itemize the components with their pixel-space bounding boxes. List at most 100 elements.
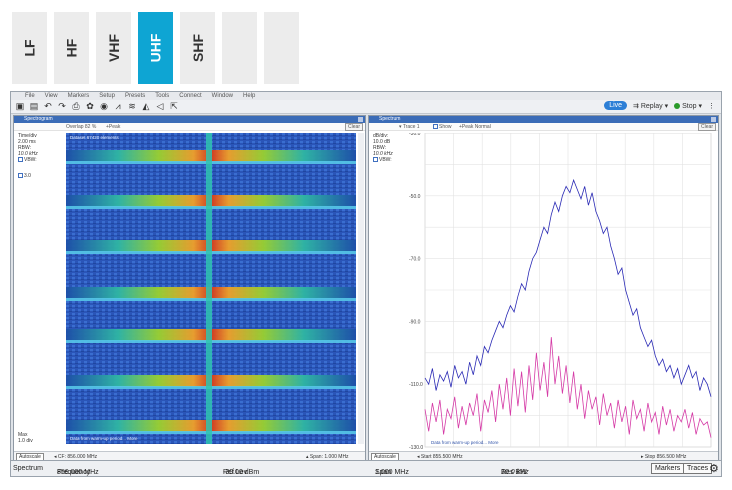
band-tab-vhf[interactable]: VHF [96, 12, 131, 84]
checkbox-icon [373, 157, 378, 163]
span-label: ▴ Span: 1.000 MHz [306, 454, 349, 460]
camera-icon[interactable]: ◉ [100, 101, 108, 111]
band-tab-uhf[interactable]: UHF [138, 12, 173, 84]
spectrogram-plot[interactable]: Dataset 67420 elements Data from warm-up … [66, 133, 356, 444]
span-label: Span [375, 469, 392, 476]
traces-button[interactable]: Traces [683, 463, 713, 474]
band-tab-lf[interactable]: LF [12, 12, 47, 84]
analyzer-window: File View Markers Setup Presets Tools Connect W… [10, 91, 722, 477]
stop-label: Stop [644, 454, 656, 460]
vbw-label: VBW: [379, 157, 392, 163]
settings-icon[interactable]: ✿ [86, 101, 94, 111]
spectrum-subbar: ▾ Trace 1 Show +Peak Normal Clear [369, 123, 718, 131]
series-line-2 [424, 337, 712, 438]
menu-presets[interactable]: Presets [124, 93, 146, 99]
spectrogram-clear-button[interactable]: Clear [345, 123, 363, 131]
status-mode: Spectrum [13, 465, 43, 472]
band-tab-empty-6[interactable] [264, 12, 299, 84]
spectrogram-side-bottom: Max 1.0 div [14, 432, 64, 444]
undo-icon[interactable]: ↶ [44, 101, 52, 111]
y-tick-label: -110.0 [409, 382, 423, 388]
spectrum-overlay-text: Data from warm-up period... More [431, 440, 499, 445]
band-tab-label: UHF [147, 33, 164, 63]
save-icon[interactable]: ▣ [15, 101, 25, 111]
audio-icon[interactable]: ◁ [156, 101, 164, 111]
start-label: Start [420, 454, 432, 460]
show-checkbox[interactable]: Show [433, 124, 452, 130]
playback-controls: Live ⇉ Replay ▾ Stop ▾ ⋮ [604, 101, 715, 110]
live-button[interactable]: Live [604, 101, 628, 110]
spectrum-bottombar: Autoscale ◂ Start 855.500 MHz ▸ Stop 856… [369, 451, 718, 461]
persistence-icon[interactable]: ◭ [142, 101, 150, 111]
spectrum-icon[interactable]: ⩘ [115, 101, 121, 111]
spectrum-clear-button[interactable]: Clear [698, 123, 716, 131]
gear-icon[interactable]: ⚙ [709, 463, 719, 475]
menu-bar: File View Markers Setup Presets Tools Connect W… [11, 92, 721, 100]
print-icon[interactable]: ⎙ [72, 101, 80, 111]
filter-value: 3.0 [24, 173, 31, 179]
replay-icon: ⇉ [633, 102, 641, 110]
y-tick-label: -50.0 [409, 194, 421, 200]
rbw-value[interactable]: 10.0 kHz [373, 151, 393, 157]
cf-label-text: CF: [57, 454, 66, 460]
start-value[interactable]: 855.500 MHz [432, 454, 463, 460]
checkbox-icon [18, 157, 23, 163]
menu-help[interactable]: Help [243, 93, 256, 99]
spectrum-title-text: Spectrum [379, 116, 401, 122]
trace-mode[interactable]: +Peak Normal [459, 124, 491, 130]
export-icon[interactable]: ⇱ [170, 101, 178, 111]
checkbox-icon [433, 124, 438, 130]
stop-button[interactable]: Stop ▾ [674, 102, 702, 110]
spectrogram-overlay-bottom: Data from warm-up period... More [70, 436, 138, 441]
menu-tools[interactable]: Tools [155, 93, 170, 99]
spectrogram-scrollbar[interactable] [358, 133, 364, 444]
markers-button[interactable]: Markers [651, 463, 685, 474]
spectrum-plot[interactable]: -30.0 -50.0 -70.0 -90.0 -110.0 -130.0 Data fro… [375, 133, 715, 451]
menu-window[interactable]: Window [211, 93, 233, 99]
spectrum-title: Spectrum [369, 116, 718, 123]
toolbar: ▣ ▤ ↶ ↷ ⎙ ✿ ◉ ⩘ ≋ ◭ ◁ ⇱ Live ⇉ Replay ▾ Stop ▾ ⋮ [11, 100, 721, 114]
spectrogram-title: Spectrogram [14, 116, 365, 123]
spectrum-side: dB/div: 10.0 dB RBW: 10.0 kHz VBW: [369, 133, 419, 163]
redo-icon[interactable]: ↷ [58, 101, 66, 111]
menu-setup[interactable]: Setup [99, 93, 115, 99]
status-bar: Spectrum Frequency 856.000 MHz Ref Lev -… [11, 460, 721, 476]
vbw-checkbox[interactable]: VBW: [14, 157, 64, 163]
max-value[interactable]: 1.0 div [18, 438, 33, 444]
waterfall-icon[interactable]: ≋ [128, 101, 136, 111]
db-div-value[interactable]: 10.0 dB [373, 139, 391, 145]
more-menu-icon[interactable]: ⋮ [708, 102, 715, 110]
span-label-text: Span: [309, 454, 323, 460]
band-tab-hf[interactable]: HF [54, 12, 89, 84]
rbw-value: 10.0 kHz [501, 469, 529, 476]
panel-close-icon[interactable] [358, 117, 363, 122]
span-value[interactable]: 1.000 MHz [324, 454, 349, 460]
open-icon[interactable]: ▤ [29, 101, 39, 111]
time-div-value[interactable]: 2.00 ms [18, 139, 36, 145]
band-tab-empty-5[interactable] [222, 12, 257, 84]
y-tick-label: -30.0 [409, 133, 421, 137]
trace-select[interactable]: ▾ Trace 1 [399, 124, 420, 130]
menu-view[interactable]: View [44, 93, 58, 99]
menu-markers[interactable]: Markers [67, 93, 90, 99]
frequency-value: 856.000 MHz [57, 469, 99, 476]
time-div-label: Time/div [18, 133, 37, 139]
y-tick-label: -70.0 [409, 257, 421, 263]
filter-checkbox[interactable]: 3.0 [14, 173, 64, 179]
panel-close-icon[interactable] [711, 117, 716, 122]
frequency-label: Frequency [57, 469, 91, 476]
vbw-checkbox[interactable]: VBW: [369, 157, 419, 163]
spectrogram-bottombar: Autoscale ◂ CF: 856.000 MHz ▴ Span: 1.00… [14, 451, 365, 461]
replay-button[interactable]: ⇉ Replay ▾ [633, 102, 669, 110]
spectrogram-center-line [206, 133, 212, 444]
rbw-value[interactable]: 10.0 kHz [18, 151, 38, 157]
menu-file[interactable]: File [25, 93, 35, 99]
show-label: Show [439, 124, 452, 130]
spectrogram-title-text: Spectrogram [24, 116, 53, 122]
rbw-label: RBW: [373, 145, 386, 151]
stop-value[interactable]: 856.500 MHz [656, 454, 687, 460]
cf-value[interactable]: 856.000 MHz [67, 454, 98, 460]
menu-connect[interactable]: Connect [179, 93, 202, 99]
cf-label: ◂ CF: 856.000 MHz [54, 454, 98, 460]
band-tab-shf[interactable]: SHF [180, 12, 215, 84]
